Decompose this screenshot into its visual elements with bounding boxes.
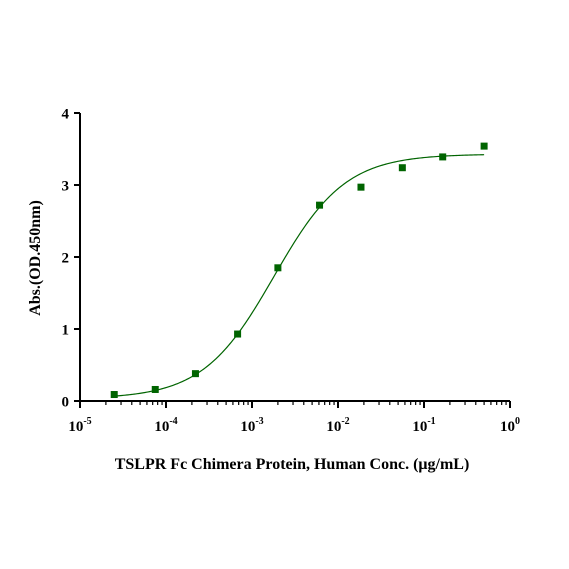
data-point xyxy=(191,370,199,378)
x-tick-label: 10-1 xyxy=(412,416,435,435)
y-tick-label: 1 xyxy=(62,323,70,339)
data-point xyxy=(234,330,242,338)
x-axis-ticks: 10-5 10-4 10-3 10-2 10-1 100 xyxy=(68,401,520,435)
x-axis-title: TSLPR Fc Chimera Protein, Human Conc. (μ… xyxy=(115,456,470,473)
fit-curve xyxy=(114,154,485,397)
x-tick-label: 10-5 xyxy=(68,416,91,435)
y-tick-label: 0 xyxy=(62,395,70,411)
x-tick-label: 10-2 xyxy=(326,416,349,435)
data-point xyxy=(110,391,118,399)
y-tick-label: 3 xyxy=(62,179,70,195)
data-point xyxy=(316,201,324,209)
y-tick-label: 4 xyxy=(62,107,70,123)
x-tick-label: 100 xyxy=(500,416,520,435)
y-tick-label: 2 xyxy=(62,251,70,267)
x-tick-label: 10-4 xyxy=(154,416,177,435)
y-axis-ticks: 0 1 2 3 4 xyxy=(62,107,80,411)
x-tick-label: 10-3 xyxy=(240,416,263,435)
y-axis-title: Abs.(OD.450nm) xyxy=(27,200,44,316)
plot-area xyxy=(110,142,488,399)
data-point xyxy=(398,164,406,172)
data-point xyxy=(274,264,282,272)
data-points xyxy=(110,142,488,399)
data-point xyxy=(480,142,488,150)
data-point xyxy=(151,385,159,393)
data-point xyxy=(357,183,365,191)
data-point xyxy=(439,153,447,161)
